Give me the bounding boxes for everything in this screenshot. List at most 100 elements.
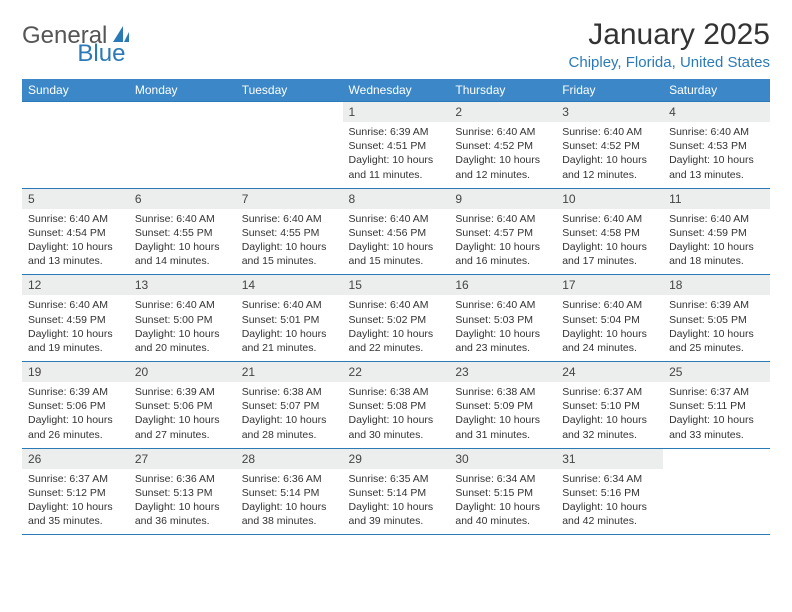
day-cell: 18Sunrise: 6:39 AMSunset: 5:05 PMDayligh… xyxy=(663,275,770,362)
week-row: 19Sunrise: 6:39 AMSunset: 5:06 PMDayligh… xyxy=(22,362,770,449)
day-info: Sunrise: 6:37 AMSunset: 5:11 PMDaylight:… xyxy=(663,382,770,448)
day-number xyxy=(663,449,770,469)
day-number: 12 xyxy=(22,275,129,295)
day-cell: 17Sunrise: 6:40 AMSunset: 5:04 PMDayligh… xyxy=(556,275,663,362)
day-info: Sunrise: 6:40 AMSunset: 5:01 PMDaylight:… xyxy=(236,295,343,361)
day-cell: 24Sunrise: 6:37 AMSunset: 5:10 PMDayligh… xyxy=(556,362,663,449)
day-info: Sunrise: 6:39 AMSunset: 5:06 PMDaylight:… xyxy=(22,382,129,448)
day-number: 14 xyxy=(236,275,343,295)
day-cell: 30Sunrise: 6:34 AMSunset: 5:15 PMDayligh… xyxy=(449,448,556,535)
day-number xyxy=(22,102,129,122)
day-number: 30 xyxy=(449,449,556,469)
day-number: 21 xyxy=(236,362,343,382)
day-cell: 8Sunrise: 6:40 AMSunset: 4:56 PMDaylight… xyxy=(343,188,450,275)
day-number: 19 xyxy=(22,362,129,382)
day-header: Monday xyxy=(129,79,236,102)
day-cell: 28Sunrise: 6:36 AMSunset: 5:14 PMDayligh… xyxy=(236,448,343,535)
day-cell xyxy=(663,448,770,535)
day-info: Sunrise: 6:38 AMSunset: 5:08 PMDaylight:… xyxy=(343,382,450,448)
day-cell: 7Sunrise: 6:40 AMSunset: 4:55 PMDaylight… xyxy=(236,188,343,275)
day-info: Sunrise: 6:39 AMSunset: 4:51 PMDaylight:… xyxy=(343,122,450,188)
day-info: Sunrise: 6:37 AMSunset: 5:10 PMDaylight:… xyxy=(556,382,663,448)
day-number: 27 xyxy=(129,449,236,469)
day-cell: 9Sunrise: 6:40 AMSunset: 4:57 PMDaylight… xyxy=(449,188,556,275)
day-header: Friday xyxy=(556,79,663,102)
day-number: 9 xyxy=(449,189,556,209)
week-row: 12Sunrise: 6:40 AMSunset: 4:59 PMDayligh… xyxy=(22,275,770,362)
day-number: 8 xyxy=(343,189,450,209)
day-info: Sunrise: 6:34 AMSunset: 5:15 PMDaylight:… xyxy=(449,469,556,535)
day-info: Sunrise: 6:39 AMSunset: 5:06 PMDaylight:… xyxy=(129,382,236,448)
day-cell: 1Sunrise: 6:39 AMSunset: 4:51 PMDaylight… xyxy=(343,102,450,189)
day-cell: 14Sunrise: 6:40 AMSunset: 5:01 PMDayligh… xyxy=(236,275,343,362)
day-number: 10 xyxy=(556,189,663,209)
day-info: Sunrise: 6:40 AMSunset: 4:55 PMDaylight:… xyxy=(236,209,343,275)
day-cell: 31Sunrise: 6:34 AMSunset: 5:16 PMDayligh… xyxy=(556,448,663,535)
day-cell: 15Sunrise: 6:40 AMSunset: 5:02 PMDayligh… xyxy=(343,275,450,362)
day-info: Sunrise: 6:40 AMSunset: 4:56 PMDaylight:… xyxy=(343,209,450,275)
day-number: 4 xyxy=(663,102,770,122)
day-number: 7 xyxy=(236,189,343,209)
day-cell: 19Sunrise: 6:39 AMSunset: 5:06 PMDayligh… xyxy=(22,362,129,449)
day-number: 13 xyxy=(129,275,236,295)
day-cell: 16Sunrise: 6:40 AMSunset: 5:03 PMDayligh… xyxy=(449,275,556,362)
day-cell: 20Sunrise: 6:39 AMSunset: 5:06 PMDayligh… xyxy=(129,362,236,449)
day-cell: 4Sunrise: 6:40 AMSunset: 4:53 PMDaylight… xyxy=(663,102,770,189)
day-header: Tuesday xyxy=(236,79,343,102)
day-number: 18 xyxy=(663,275,770,295)
day-info: Sunrise: 6:40 AMSunset: 4:55 PMDaylight:… xyxy=(129,209,236,275)
day-number: 2 xyxy=(449,102,556,122)
day-number: 15 xyxy=(343,275,450,295)
day-number: 11 xyxy=(663,189,770,209)
day-info: Sunrise: 6:40 AMSunset: 4:58 PMDaylight:… xyxy=(556,209,663,275)
logo: General Blue xyxy=(22,18,185,50)
day-cell xyxy=(22,102,129,189)
day-info: Sunrise: 6:40 AMSunset: 4:59 PMDaylight:… xyxy=(22,295,129,361)
day-cell: 22Sunrise: 6:38 AMSunset: 5:08 PMDayligh… xyxy=(343,362,450,449)
title-block: January 2025 Chipley, Florida, United St… xyxy=(569,18,770,71)
day-cell: 23Sunrise: 6:38 AMSunset: 5:09 PMDayligh… xyxy=(449,362,556,449)
day-info: Sunrise: 6:40 AMSunset: 4:57 PMDaylight:… xyxy=(449,209,556,275)
day-number: 31 xyxy=(556,449,663,469)
day-cell: 2Sunrise: 6:40 AMSunset: 4:52 PMDaylight… xyxy=(449,102,556,189)
day-header: Sunday xyxy=(22,79,129,102)
day-info: Sunrise: 6:40 AMSunset: 4:59 PMDaylight:… xyxy=(663,209,770,275)
day-cell: 12Sunrise: 6:40 AMSunset: 4:59 PMDayligh… xyxy=(22,275,129,362)
day-number: 22 xyxy=(343,362,450,382)
day-info: Sunrise: 6:37 AMSunset: 5:12 PMDaylight:… xyxy=(22,469,129,535)
day-info: Sunrise: 6:40 AMSunset: 5:03 PMDaylight:… xyxy=(449,295,556,361)
day-cell: 10Sunrise: 6:40 AMSunset: 4:58 PMDayligh… xyxy=(556,188,663,275)
day-number: 28 xyxy=(236,449,343,469)
day-header: Thursday xyxy=(449,79,556,102)
logo-text-blue: Blue xyxy=(77,40,125,68)
day-cell: 6Sunrise: 6:40 AMSunset: 4:55 PMDaylight… xyxy=(129,188,236,275)
day-cell: 13Sunrise: 6:40 AMSunset: 5:00 PMDayligh… xyxy=(129,275,236,362)
calendar: SundayMondayTuesdayWednesdayThursdayFrid… xyxy=(22,79,770,535)
day-number: 24 xyxy=(556,362,663,382)
day-number: 16 xyxy=(449,275,556,295)
day-info: Sunrise: 6:36 AMSunset: 5:14 PMDaylight:… xyxy=(236,469,343,535)
day-info: Sunrise: 6:38 AMSunset: 5:09 PMDaylight:… xyxy=(449,382,556,448)
day-info: Sunrise: 6:40 AMSunset: 4:52 PMDaylight:… xyxy=(449,122,556,188)
day-number: 29 xyxy=(343,449,450,469)
day-cell: 11Sunrise: 6:40 AMSunset: 4:59 PMDayligh… xyxy=(663,188,770,275)
day-cell: 29Sunrise: 6:35 AMSunset: 5:14 PMDayligh… xyxy=(343,448,450,535)
day-number: 6 xyxy=(129,189,236,209)
day-info: Sunrise: 6:40 AMSunset: 4:54 PMDaylight:… xyxy=(22,209,129,275)
day-number: 5 xyxy=(22,189,129,209)
day-cell xyxy=(236,102,343,189)
day-cell xyxy=(129,102,236,189)
day-info: Sunrise: 6:39 AMSunset: 5:05 PMDaylight:… xyxy=(663,295,770,361)
week-row: 1Sunrise: 6:39 AMSunset: 4:51 PMDaylight… xyxy=(22,102,770,189)
week-row: 26Sunrise: 6:37 AMSunset: 5:12 PMDayligh… xyxy=(22,448,770,535)
day-header: Saturday xyxy=(663,79,770,102)
day-number: 20 xyxy=(129,362,236,382)
day-info: Sunrise: 6:40 AMSunset: 5:04 PMDaylight:… xyxy=(556,295,663,361)
day-info: Sunrise: 6:34 AMSunset: 5:16 PMDaylight:… xyxy=(556,469,663,535)
day-header-row: SundayMondayTuesdayWednesdayThursdayFrid… xyxy=(22,79,770,102)
day-cell: 26Sunrise: 6:37 AMSunset: 5:12 PMDayligh… xyxy=(22,448,129,535)
day-info: Sunrise: 6:40 AMSunset: 5:00 PMDaylight:… xyxy=(129,295,236,361)
day-number xyxy=(236,102,343,122)
day-number: 26 xyxy=(22,449,129,469)
day-info: Sunrise: 6:36 AMSunset: 5:13 PMDaylight:… xyxy=(129,469,236,535)
